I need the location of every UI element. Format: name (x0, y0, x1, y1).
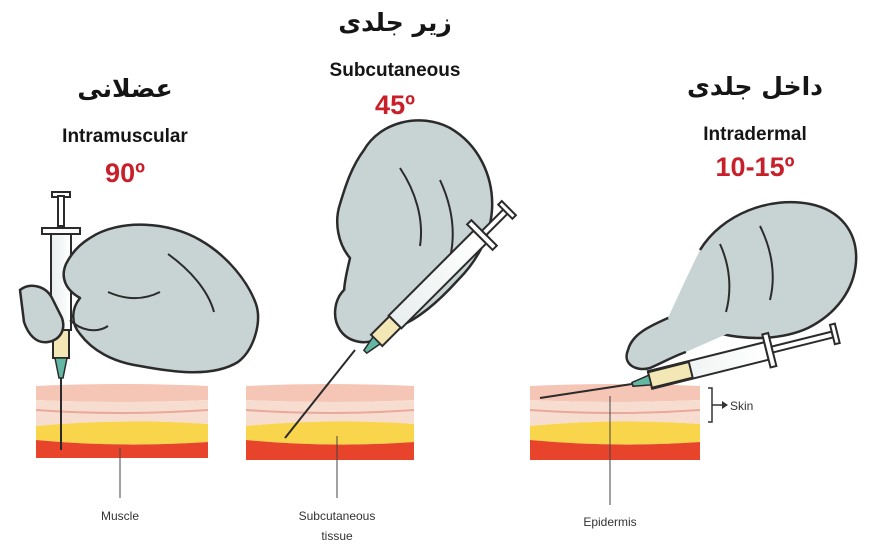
angle-value: 10-15º (715, 152, 795, 182)
label-line-2: tissue (321, 529, 353, 543)
syringe-subcutaneous (284, 199, 518, 439)
panel-subcutaneous: زیر جلدی Subcutaneous 45º (290, 0, 500, 547)
skin-block-subcutaneous (245, 384, 415, 498)
label-epidermis: Epidermis (583, 515, 637, 529)
title-persian: عضلانی (77, 74, 173, 103)
label-skin: Skin (730, 399, 754, 413)
syringe-intramuscular (41, 191, 81, 450)
label-line-1: Subcutaneous (298, 509, 376, 523)
angle-value: 45º (375, 90, 415, 120)
title-english: Subcutaneous (329, 60, 461, 81)
panel-intradermal: داخل جلدی Intradermal 10-15º (660, 0, 850, 547)
skin-block-intradermal (529, 384, 728, 505)
gloved-hand-intramuscular (18, 223, 260, 374)
syringe-intradermal (539, 322, 841, 399)
gloved-hand-intradermal (625, 200, 858, 371)
skin-block-intramuscular (35, 384, 209, 498)
panel-intramuscular: عضلانی Intramuscular 90º (30, 0, 220, 547)
title-english: Intramuscular (62, 126, 188, 147)
label-muscle: Muscle (100, 509, 139, 523)
title-persian: داخل جلدی (686, 72, 823, 101)
title-persian: زیر جلدی (338, 8, 452, 37)
label-subcutaneous-tissue: Subcutaneous tissue (272, 506, 402, 546)
title-english: Intradermal (703, 124, 807, 145)
angle-value: 90º (105, 158, 145, 188)
